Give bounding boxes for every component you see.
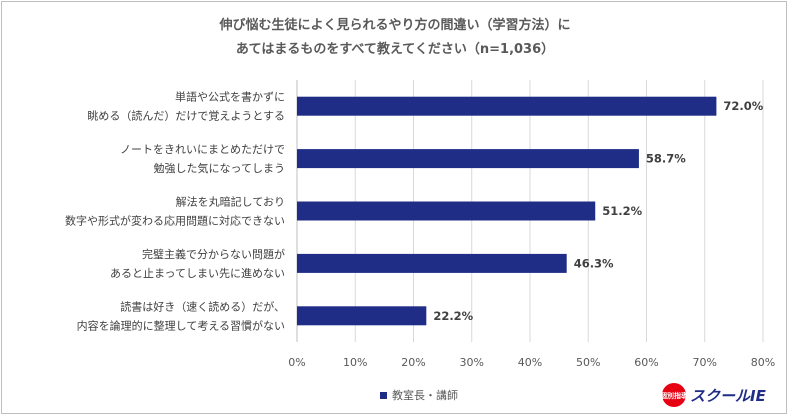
x-tick-label: 10% [343, 356, 367, 369]
category-label: あると止まってしまい先に進めない [110, 267, 285, 280]
bar-layer [297, 96, 717, 326]
bar [297, 96, 717, 116]
x-tick-label: 60% [634, 356, 658, 369]
chart-title-line1: 伸び悩む生徒によく見られるやり方の間違い（学習方法）に [219, 18, 571, 33]
logo-badge-text: 個別指導 [660, 391, 688, 400]
x-tick-label: 20% [401, 356, 425, 369]
data-label: 58.7% [646, 152, 686, 166]
category-label: 完璧主義で分からない問題が [142, 247, 285, 261]
brand-logo: 個別指導 スクールIE [660, 383, 767, 407]
category-label: 内容を論理的に整理して考える習慣がない [77, 318, 285, 332]
data-label: 51.2% [602, 204, 642, 218]
x-tick-label: 70% [693, 356, 717, 369]
category-label: ノートをきれいにまとめただけで [120, 143, 285, 156]
category-label: 読書は好き（速く読める）だが、 [120, 299, 285, 313]
category-label: 解法を丸暗記しており [176, 195, 285, 209]
category-label: 眺める（読んだ）だけで覚えようとする [87, 109, 285, 123]
bar [297, 306, 427, 326]
bar [297, 149, 639, 169]
bar [297, 201, 596, 221]
legend-label: 教室長・講師 [392, 389, 458, 402]
logo-badge-icon [662, 383, 686, 407]
x-tick-label: 80% [751, 356, 775, 369]
bar [297, 253, 567, 273]
x-tick-label: 50% [576, 356, 600, 369]
data-label: 22.2% [433, 309, 473, 323]
logo-text: スクールIE [690, 387, 767, 405]
category-label: 勉強した気になってしまう [154, 161, 285, 175]
legend: 教室長・講師 [380, 387, 458, 403]
x-tick-label: 30% [460, 356, 484, 369]
chart-title-line2: あてはまるものをすべて教えてください（n=1,036） [235, 42, 555, 57]
x-tick-label: 0% [288, 356, 305, 369]
legend-swatch [380, 391, 387, 399]
data-label: 72.0% [723, 99, 763, 113]
category-label: 単語や公式を書かずに [175, 90, 285, 104]
data-label: 46.3% [574, 256, 614, 270]
label-layer: 0% 10% 20% 30% 40% 50% 60% 70% 80% 72.0% 単語や公式を書かず… [65, 90, 775, 369]
category-label: 数字や形式が変わる応用問題に対応できない [65, 214, 285, 228]
x-tick-label: 40% [518, 356, 542, 369]
